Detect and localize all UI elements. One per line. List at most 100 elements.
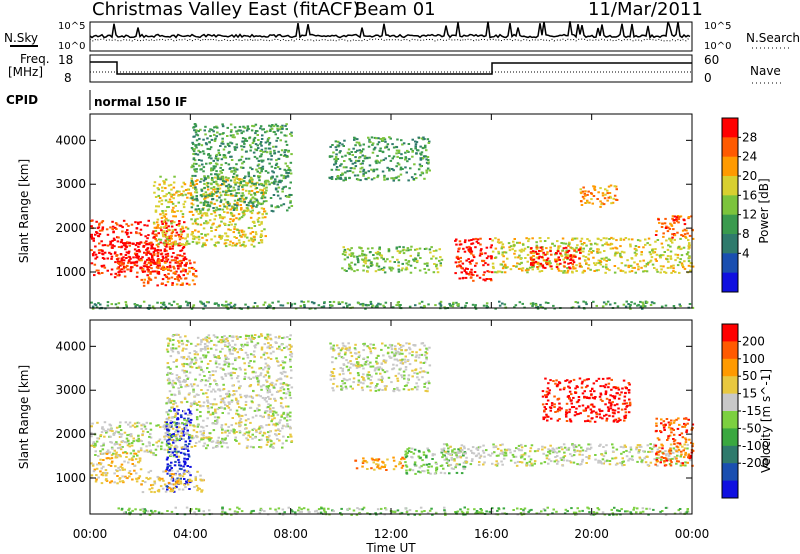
heat-cell bbox=[119, 455, 122, 458]
heat-cell bbox=[126, 477, 129, 480]
heat-cell bbox=[253, 344, 256, 347]
heat-cell bbox=[455, 238, 458, 241]
heat-cell bbox=[586, 193, 589, 196]
heat-cell bbox=[166, 418, 170, 421]
heat-cell bbox=[172, 206, 175, 209]
heat-cell bbox=[240, 196, 244, 199]
heat-cell bbox=[109, 240, 112, 243]
heat-cell bbox=[683, 267, 687, 270]
heat-cell bbox=[613, 302, 617, 305]
heat-cell bbox=[235, 192, 238, 195]
heat-cell bbox=[260, 191, 264, 194]
heat-cell bbox=[348, 265, 352, 267]
heat-cell bbox=[133, 452, 136, 455]
heat-cell bbox=[419, 152, 422, 155]
heat-cell bbox=[189, 474, 192, 477]
heat-cell bbox=[377, 265, 381, 268]
heat-cell bbox=[253, 197, 257, 200]
heat-cell bbox=[435, 265, 438, 268]
heat-cell bbox=[177, 279, 180, 282]
heat-cell bbox=[585, 303, 588, 306]
heat-cell bbox=[200, 144, 204, 147]
heat-cell bbox=[496, 271, 499, 274]
heat-cell bbox=[408, 305, 412, 308]
heat-cell bbox=[572, 267, 575, 270]
heat-cell bbox=[260, 170, 263, 173]
heat-cell bbox=[229, 408, 232, 411]
heat-cell bbox=[167, 442, 170, 445]
heat-cell bbox=[218, 388, 221, 391]
heat-cell bbox=[247, 239, 251, 242]
heat-cell bbox=[606, 243, 610, 246]
heat-cell bbox=[193, 356, 197, 359]
heat-cell bbox=[164, 432, 168, 435]
heat-cell bbox=[216, 176, 220, 178]
heat-cell bbox=[257, 394, 260, 397]
heat-cell bbox=[153, 191, 156, 194]
heat-cell bbox=[395, 304, 398, 307]
heat-cell bbox=[554, 260, 558, 263]
heat-cell bbox=[388, 167, 391, 170]
heat-cell bbox=[656, 270, 659, 273]
heat-cell bbox=[276, 360, 279, 363]
heat-cell bbox=[251, 220, 255, 223]
heat-cell bbox=[270, 165, 274, 168]
heat-cell bbox=[250, 182, 254, 185]
heat-cell bbox=[97, 226, 101, 229]
heat-cell bbox=[213, 202, 216, 205]
heat-cell bbox=[378, 252, 381, 254]
heat-cell bbox=[225, 393, 228, 396]
heat-cell bbox=[662, 254, 665, 257]
heat-cell bbox=[407, 179, 410, 182]
heat-cell bbox=[226, 202, 230, 204]
heat-cell bbox=[468, 261, 471, 263]
heat-cell bbox=[105, 431, 108, 434]
heat-cell bbox=[250, 340, 253, 343]
heat-cell bbox=[202, 401, 206, 404]
heat-cell bbox=[428, 169, 431, 172]
heat-cell bbox=[274, 123, 278, 126]
heat-cell bbox=[181, 447, 184, 450]
heat-cell bbox=[272, 171, 275, 174]
heat-cell bbox=[673, 221, 676, 224]
heat-cell bbox=[268, 143, 271, 146]
heat-cell bbox=[630, 264, 633, 267]
heat-cell bbox=[171, 379, 175, 382]
heat-cell bbox=[269, 305, 272, 308]
heat-cell bbox=[602, 237, 606, 240]
heat-cell bbox=[135, 472, 138, 475]
heat-cell bbox=[267, 431, 270, 434]
heat-cell bbox=[322, 305, 326, 308]
heat-cell bbox=[226, 211, 229, 214]
heat-cell bbox=[395, 246, 399, 249]
heat-cell bbox=[153, 233, 157, 236]
heat-cell bbox=[600, 203, 603, 206]
heat-cell bbox=[186, 483, 190, 486]
heat-cell bbox=[116, 447, 120, 450]
heat-cell bbox=[641, 301, 644, 304]
heat-cell bbox=[606, 199, 609, 202]
heat-cell bbox=[121, 466, 124, 469]
heat-cell bbox=[164, 195, 167, 198]
heat-cell bbox=[508, 249, 512, 252]
heat-cell bbox=[580, 192, 583, 195]
heat-cell bbox=[184, 237, 187, 240]
heat-cell bbox=[217, 149, 220, 152]
heat-cell bbox=[108, 457, 112, 460]
heat-cell bbox=[101, 448, 105, 451]
heat-cell bbox=[265, 443, 269, 446]
heat-cell bbox=[143, 241, 147, 244]
heat-cell bbox=[148, 261, 151, 264]
heat-cell bbox=[597, 248, 600, 251]
heat-cell bbox=[194, 152, 198, 155]
heat-cell bbox=[282, 382, 286, 384]
heat-cell bbox=[344, 178, 347, 181]
heat-cell bbox=[265, 186, 268, 189]
heat-cell bbox=[122, 267, 126, 270]
heat-cell bbox=[479, 252, 482, 255]
heat-cell bbox=[165, 411, 169, 414]
heat-cell bbox=[688, 303, 692, 305]
heat-cell bbox=[384, 146, 387, 149]
heat-cell bbox=[172, 433, 175, 435]
heat-cell bbox=[669, 250, 673, 253]
